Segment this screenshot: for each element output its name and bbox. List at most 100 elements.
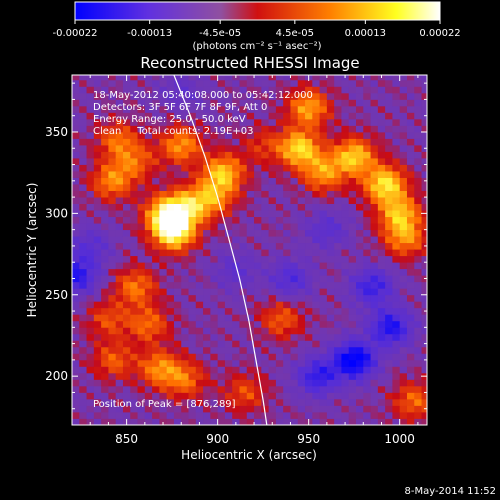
heatmap-cell <box>72 99 80 107</box>
heatmap-cell <box>377 314 386 322</box>
heatmap-cell <box>181 158 189 165</box>
heatmap-cell <box>108 171 117 178</box>
heatmap-cell <box>334 92 342 100</box>
heatmap-cell <box>348 255 357 263</box>
heatmap-cell <box>137 131 146 139</box>
heatmap-cell <box>341 86 350 94</box>
heatmap-cell <box>254 379 262 387</box>
heatmap-cell <box>188 418 197 425</box>
heatmap-cell <box>122 105 131 113</box>
heatmap-cell <box>334 340 342 348</box>
heatmap-cell <box>392 255 401 263</box>
heatmap-cell <box>275 281 284 289</box>
heatmap-cell <box>166 158 175 165</box>
heatmap-cell <box>86 190 95 198</box>
heatmap-cell <box>217 411 226 419</box>
heatmap-cell <box>115 385 124 393</box>
heatmap-cell <box>217 281 226 289</box>
heatmap-cell <box>268 372 277 380</box>
heatmap-cell <box>188 255 197 263</box>
heatmap-cell <box>414 353 422 361</box>
heatmap-cell <box>137 268 146 276</box>
heatmap-cell <box>283 138 291 146</box>
heatmap-cell <box>159 210 168 218</box>
heatmap-cell <box>348 145 357 152</box>
heatmap-cell <box>297 392 306 400</box>
heatmap-cell <box>348 171 357 178</box>
heatmap-cell <box>79 288 87 296</box>
heatmap-cell <box>392 249 401 257</box>
heatmap-cell <box>137 405 146 413</box>
heatmap-cell <box>203 275 211 283</box>
heatmap-cell <box>290 372 299 380</box>
heatmap-cell <box>275 131 284 139</box>
heatmap-cell <box>406 125 415 133</box>
heatmap-cell <box>173 138 182 146</box>
heatmap-cell <box>370 125 379 133</box>
heatmap-cell <box>166 86 175 94</box>
heatmap-cell <box>72 327 80 335</box>
heatmap-cell <box>377 242 386 250</box>
heatmap-cell <box>144 99 153 107</box>
heatmap-cell <box>203 262 211 270</box>
heatmap-cell <box>108 99 117 107</box>
heatmap-cell <box>101 242 109 250</box>
heatmap-cell <box>341 301 350 309</box>
heatmap-cell <box>72 92 80 100</box>
heatmap-cell <box>93 268 102 276</box>
heatmap-cell <box>254 177 262 185</box>
heatmap-cell <box>363 340 371 348</box>
heatmap-cell <box>414 151 422 159</box>
x-axis-label: Heliocentric X (arcsec) <box>181 448 317 462</box>
heatmap-cell <box>370 288 379 296</box>
heatmap-cell <box>421 262 427 270</box>
heatmap-cell <box>319 79 328 87</box>
heatmap-cell <box>370 229 379 237</box>
heatmap-cell <box>224 79 233 87</box>
heatmap-cell <box>385 138 393 146</box>
heatmap-cell <box>268 177 277 185</box>
heatmap-cell <box>261 262 270 270</box>
heatmap-cell <box>283 184 291 191</box>
heatmap-cell <box>414 164 422 172</box>
heatmap-cell <box>421 105 427 113</box>
heatmap-cell <box>392 359 401 367</box>
heatmap-cell <box>305 268 313 276</box>
heatmap-cell <box>217 379 226 387</box>
heatmap-cell <box>188 307 197 315</box>
heatmap-cell <box>224 145 233 152</box>
heatmap-cell <box>144 268 153 276</box>
heatmap-cell <box>181 236 189 244</box>
heatmap-cell <box>363 210 371 218</box>
heatmap-cell <box>319 86 328 94</box>
heatmap-cell <box>406 210 415 218</box>
heatmap-cell <box>406 112 415 120</box>
heatmap-cell <box>122 145 131 152</box>
heatmap-cell <box>290 145 299 152</box>
heatmap-cell <box>275 164 284 172</box>
heatmap-cell <box>370 184 379 191</box>
heatmap-cell <box>173 294 182 302</box>
heatmap-cell <box>239 164 248 172</box>
heatmap-cell <box>268 275 277 283</box>
heatmap-cell <box>421 346 427 354</box>
heatmap-cell <box>152 353 160 361</box>
heatmap-cell <box>130 177 138 185</box>
heatmap-cell <box>348 392 357 400</box>
heatmap-cell <box>86 184 95 191</box>
heatmap-cell <box>334 366 342 374</box>
heatmap-cell <box>173 125 182 133</box>
heatmap-cell <box>115 131 124 139</box>
heatmap-cell <box>246 112 255 120</box>
heatmap-cell <box>93 131 102 139</box>
heatmap-cell <box>144 125 153 133</box>
heatmap-cell <box>144 275 153 283</box>
heatmap-cell <box>399 379 408 387</box>
heatmap-cell <box>93 320 102 328</box>
heatmap-cell <box>144 184 153 191</box>
heatmap-cell <box>224 385 233 393</box>
heatmap-cell <box>385 131 393 139</box>
heatmap-cell <box>326 92 335 100</box>
heatmap-cell <box>166 118 175 126</box>
heatmap-cell <box>210 216 219 224</box>
